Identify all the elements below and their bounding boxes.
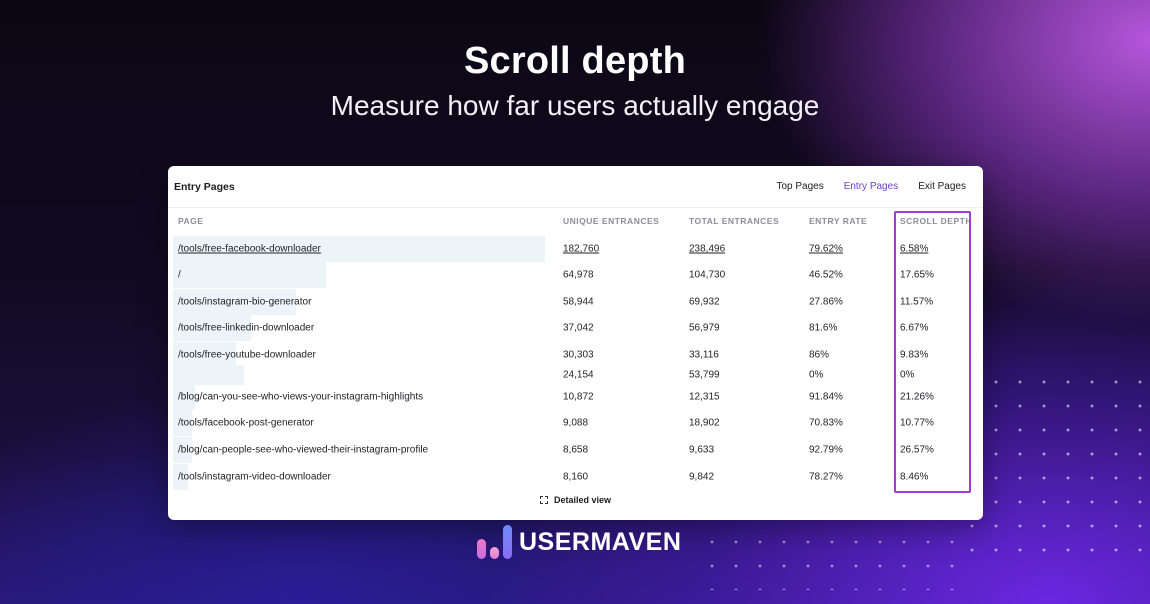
scroll-depth-cell: 26.57% — [900, 444, 934, 456]
unique-entrances-cell[interactable]: 182,760 — [563, 243, 600, 255]
total-entrances-cell: 104,730 — [689, 269, 726, 281]
entry-rate-cell: 27.86% — [809, 296, 843, 308]
page-path-cell[interactable]: /tools/free-linkedin-downloader — [178, 322, 315, 334]
table-header: PAGE UNIQUE ENTRANCES TOTAL ENTRANCES EN… — [168, 216, 983, 230]
brand-logo: USERMAVEN — [477, 522, 681, 562]
detailed-view-label: Detailed view — [553, 495, 612, 505]
entrance-volume-bar — [173, 236, 545, 262]
entry-pages-card: Entry Pages Top Pages Entry Pages Exit P… — [168, 166, 983, 520]
table-row[interactable]: / 64,978 104,730 46.52% 17.65% — [168, 262, 983, 288]
entrance-volume-bar — [173, 437, 192, 463]
page-path-cell[interactable]: / — [178, 269, 181, 281]
entry-rate-cell: 91.84% — [809, 391, 843, 403]
tab-exit-pages[interactable]: Exit Pages — [918, 181, 966, 192]
scroll-depth-cell[interactable]: 6.58% — [900, 243, 929, 255]
entry-rate-cell[interactable]: 79.62% — [809, 243, 843, 255]
entry-rate-cell: 0% — [809, 369, 824, 381]
brand-name: USERMAVEN — [519, 527, 682, 556]
tab-top-pages[interactable]: Top Pages — [776, 181, 824, 192]
entry-rate-cell: 81.6% — [809, 322, 838, 334]
total-entrances-cell: 33,116 — [689, 349, 719, 361]
total-entrances-cell: 12,315 — [689, 391, 720, 403]
table-row[interactable]: /tools/instagram-bio-generator 58,944 69,9… — [168, 289, 983, 315]
decorative-dot-grid — [960, 370, 1150, 570]
table-row[interactable]: /blog/can-you-see-who-views-your-instagr… — [168, 384, 983, 410]
table-row[interactable]: 24,154 53,799 0% 0% — [168, 365, 983, 385]
unique-entrances-cell: 37,042 — [563, 322, 594, 334]
card-header: Entry Pages Top Pages Entry Pages Exit P… — [168, 166, 983, 208]
entry-rate-cell: 46.52% — [809, 269, 843, 281]
page-path-cell[interactable]: /tools/instagram-video-downloader — [178, 471, 331, 483]
unique-entrances-cell: 10,872 — [563, 391, 594, 403]
column-header-scroll-depth[interactable]: SCROLL DEPTH — [900, 216, 972, 226]
unique-entrances-cell: 30,303 — [563, 349, 594, 361]
scroll-depth-cell: 11.57% — [900, 296, 934, 308]
column-header-page[interactable]: PAGE — [178, 216, 204, 226]
total-entrances-cell: 18,902 — [689, 417, 720, 429]
total-entrances-cell: 9,842 — [689, 471, 715, 483]
entrance-volume-bar — [173, 342, 236, 368]
total-entrances-cell: 9,633 — [689, 444, 715, 456]
detailed-view-button[interactable]: Detailed view — [168, 495, 983, 505]
entry-rate-cell: 92.79% — [809, 444, 843, 456]
table-row[interactable]: /tools/free-youtube-downloader 30,303 33,1… — [168, 342, 983, 368]
table-row[interactable]: /blog/can-people-see-who-viewed-their-in… — [168, 437, 983, 463]
card-title: Entry Pages — [174, 181, 235, 193]
page-path-cell[interactable]: /blog/can-you-see-who-views-your-instagr… — [178, 391, 424, 403]
table-row[interactable]: /tools/free-facebook-downloader 182,760 23… — [168, 236, 983, 262]
usermaven-bars-icon — [477, 525, 513, 559]
total-entrances-cell: 69,932 — [689, 296, 720, 308]
expand-icon — [539, 496, 548, 504]
unique-entrances-cell: 8,160 — [563, 471, 589, 483]
entrance-volume-bar — [173, 289, 296, 315]
scroll-depth-cell: 9.83% — [900, 349, 929, 361]
table-row[interactable]: /tools/facebook-post-generator 9,088 18,90… — [168, 410, 983, 436]
entrance-volume-bar — [173, 410, 192, 436]
page-path-cell[interactable]: /tools/free-facebook-downloader — [178, 243, 321, 255]
entrance-volume-bar — [173, 315, 251, 341]
unique-entrances-cell: 8,658 — [563, 444, 589, 456]
page-path-cell[interactable]: /blog/can-people-see-who-viewed-their-in… — [178, 444, 429, 456]
scroll-depth-highlight — [894, 211, 971, 493]
tab-entry-pages[interactable]: Entry Pages — [843, 181, 899, 192]
unique-entrances-cell: 58,944 — [563, 296, 594, 308]
scroll-depth-cell: 6.67% — [900, 322, 929, 334]
entrance-volume-bar — [173, 384, 195, 410]
scroll-depth-cell: 0% — [900, 369, 915, 381]
subheadline: Measure how far users actually engage — [330, 90, 820, 121]
headline: Scroll depth — [464, 40, 686, 82]
page-path-cell[interactable]: /tools/facebook-post-generator — [178, 417, 314, 429]
entrance-volume-bar — [173, 464, 188, 490]
scroll-depth-cell: 21.26% — [900, 391, 934, 403]
decorative-dot-grid-bottom — [700, 530, 960, 590]
unique-entrances-cell: 24,154 — [563, 369, 594, 381]
column-header-entry-rate[interactable]: ENTRY RATE — [809, 216, 868, 226]
entrance-volume-bar — [173, 365, 244, 385]
column-header-unique-entrances[interactable]: UNIQUE ENTRANCES — [563, 216, 660, 226]
total-entrances-cell[interactable]: 238,496 — [689, 243, 726, 255]
entry-rate-cell: 70.83% — [809, 417, 843, 429]
entry-rate-cell: 78.27% — [809, 471, 843, 483]
table-row[interactable]: /tools/instagram-video-downloader 8,160 9,… — [168, 464, 983, 490]
page-tabs: Top Pages Entry Pages Exit Pages — [776, 181, 966, 192]
unique-entrances-cell: 9,088 — [563, 417, 589, 429]
entry-rate-cell: 86% — [809, 349, 830, 361]
unique-entrances-cell: 64,978 — [563, 269, 594, 281]
column-header-total-entrances[interactable]: TOTAL ENTRANCES — [689, 216, 780, 226]
page-path-cell[interactable]: /tools/free-youtube-downloader — [178, 349, 316, 361]
table-row[interactable]: /tools/free-linkedin-downloader 37,042 56,… — [168, 315, 983, 341]
scroll-depth-cell: 10.77% — [900, 417, 934, 429]
entrance-volume-bar — [173, 262, 326, 288]
scroll-depth-cell: 8.46% — [900, 471, 929, 483]
page-path-cell[interactable]: /tools/instagram-bio-generator — [178, 296, 312, 308]
scroll-depth-cell: 17.65% — [900, 269, 934, 281]
total-entrances-cell: 56,979 — [689, 322, 720, 334]
total-entrances-cell: 53,799 — [689, 369, 720, 381]
